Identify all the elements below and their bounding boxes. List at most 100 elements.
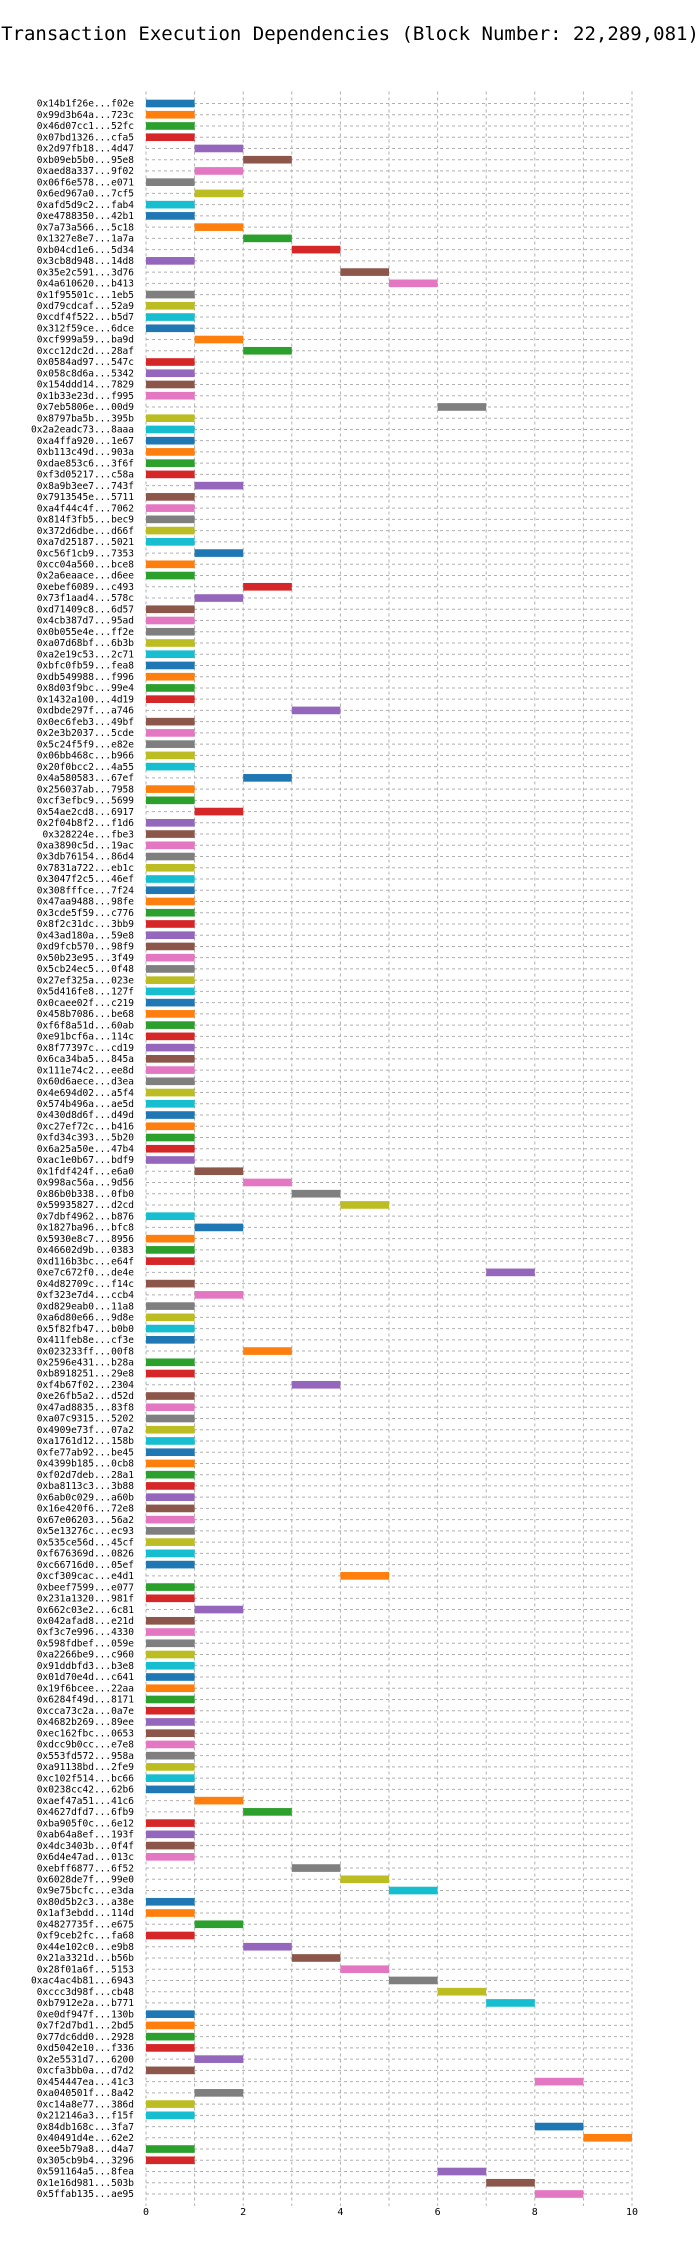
tx-label: 0x5d416fe8...127f — [37, 987, 134, 998]
tx-label: 0xb04cd1e6...5d34 — [37, 245, 135, 256]
execution-bar — [146, 1470, 195, 1479]
tx-label: 0xba8113c3...3b88 — [37, 1481, 135, 1492]
execution-bar — [146, 470, 195, 479]
tx-label: 0xf676369d...0826 — [37, 1549, 135, 1560]
tx-label: 0xa040501f...8a42 — [37, 2088, 134, 2099]
tx-label: 0xcf999a59...ba9d — [37, 335, 134, 346]
execution-bar — [146, 1740, 195, 1749]
execution-bar — [291, 706, 341, 715]
execution-bar — [389, 1976, 438, 1985]
tx-label: 0xb09eb5b0...95e8 — [37, 155, 135, 166]
execution-bar — [534, 2190, 584, 2198]
tx-label: 0x154ddd14...7829 — [37, 380, 135, 391]
execution-bar — [146, 931, 195, 940]
execution-bar — [146, 1234, 195, 1243]
execution-bar — [243, 155, 292, 164]
tx-label: 0xc27ef72c...b416 — [37, 1121, 135, 1132]
execution-bar — [146, 1032, 195, 1041]
execution-bar — [146, 751, 195, 760]
execution-bar — [291, 1954, 341, 1962]
execution-bar — [146, 436, 195, 445]
execution-bar — [146, 976, 195, 984]
execution-bar — [146, 740, 195, 748]
tx-label: 0x308fffce...7f24 — [37, 885, 135, 896]
tx-label: 0x44e102c0...e9b8 — [37, 1942, 135, 1953]
execution-bar — [486, 1268, 535, 1277]
tx-label: 0xc56f1cb9...7353 — [37, 548, 134, 559]
execution-bar — [146, 2010, 195, 2018]
execution-bar — [146, 99, 195, 108]
execution-bar — [146, 1133, 195, 1142]
execution-bar — [243, 1808, 292, 1816]
execution-bar — [243, 582, 292, 591]
execution-bar — [146, 953, 195, 962]
tx-label: 0xa3890c5d...19ac — [37, 840, 134, 851]
tx-label: 0xe0df947f...130b — [37, 2009, 135, 2020]
execution-bar — [146, 2156, 195, 2165]
execution-bar — [194, 481, 244, 490]
execution-bar — [146, 1897, 195, 1906]
execution-bar — [146, 1706, 195, 1715]
tx-label: 0x4a580583...67ef — [37, 773, 134, 784]
tx-label: 0xcdf4f522...b5d7 — [37, 312, 134, 323]
tx-label: 0x4399b185...0cb8 — [37, 1459, 135, 1470]
tx-label: 0xee5b79a8...d4a7 — [37, 2144, 134, 2155]
tx-label: 0x4cb387d7...95ad — [37, 616, 134, 627]
tx-label: 0x84db168c...3fa7 — [37, 2122, 134, 2133]
tx-label: 0xdb549988...f996 — [37, 672, 135, 683]
x-tick-label: 6 — [435, 2207, 441, 2218]
execution-bar — [146, 886, 195, 895]
execution-bar — [146, 493, 195, 501]
execution-bar — [146, 1931, 195, 1940]
tx-label: 0x111e74c2...ee8d — [37, 1065, 134, 1076]
tx-label: 0x99d3b64a...723c — [37, 110, 134, 121]
execution-bar — [146, 672, 195, 681]
tx-label: 0x5c24f5f9...e82e — [37, 739, 135, 750]
execution-bar — [146, 1212, 195, 1221]
execution-bar — [243, 234, 292, 243]
execution-bar — [243, 1942, 292, 1951]
execution-bar — [146, 212, 195, 220]
execution-bar — [146, 1785, 195, 1794]
tx-label: 0x77dc6dd0...2928 — [37, 2032, 135, 2043]
execution-bar — [389, 279, 438, 288]
tx-label: 0x0ec6feb3...49bf — [37, 717, 134, 728]
execution-bar — [194, 549, 244, 557]
tx-label: 0x6a25a50e...47b4 — [37, 1144, 135, 1155]
execution-bar — [146, 1425, 195, 1434]
tx-label: 0xf02d7deb...28a1 — [37, 1470, 135, 1481]
tx-label: 0xd5042e10...f336 — [37, 2043, 135, 2054]
execution-bar — [146, 1549, 195, 1558]
y-axis-labels: 0x14b1f26e...f02e0x99d3b64a...723c0x46d0… — [31, 99, 135, 2200]
tx-label: 0x454447ea...41c3 — [37, 2077, 134, 2088]
execution-bar — [340, 1875, 389, 1884]
tx-label: 0xa6d80e66...9d8e — [37, 1313, 135, 1324]
execution-bar — [146, 1718, 195, 1726]
tx-label: 0xa1761d12...158b — [37, 1436, 135, 1447]
tx-label: 0x411feb8e...cf3e — [37, 1335, 135, 1346]
tx-label: 0x8a9b3ee7...743f — [37, 481, 134, 492]
execution-bar — [146, 290, 195, 299]
tx-label: 0x0b055e4e...ff2e — [37, 627, 135, 638]
tx-label: 0xf3c7e996...4330 — [37, 1627, 135, 1638]
execution-bar — [146, 1527, 195, 1535]
execution-bar — [146, 1673, 195, 1681]
execution-bar — [146, 650, 195, 659]
tx-label: 0x6ab0c029...a60b — [37, 1492, 135, 1503]
tx-label: 0x06bb468c...b966 — [37, 751, 135, 762]
execution-bar — [146, 1010, 195, 1018]
tx-label: 0x8797ba5b...395b — [37, 413, 135, 424]
execution-bar — [146, 908, 195, 917]
tx-label: 0x2f04b8f2...f1d6 — [37, 818, 135, 829]
tx-label: 0x212146a3...f15f — [37, 2111, 134, 2122]
execution-bar — [146, 538, 195, 546]
execution-bar — [146, 2111, 195, 2120]
tx-label: 0x14b1f26e...f02e — [37, 99, 135, 110]
tx-label: 0x46602d9b...0383 — [37, 1245, 134, 1256]
tx-label: 0x058c8d6a...5342 — [37, 368, 134, 379]
execution-bar — [340, 1201, 389, 1209]
execution-bar — [146, 1616, 195, 1625]
execution-bar — [194, 2089, 244, 2097]
tx-label: 0xcc12dc2d...28af — [37, 346, 134, 357]
